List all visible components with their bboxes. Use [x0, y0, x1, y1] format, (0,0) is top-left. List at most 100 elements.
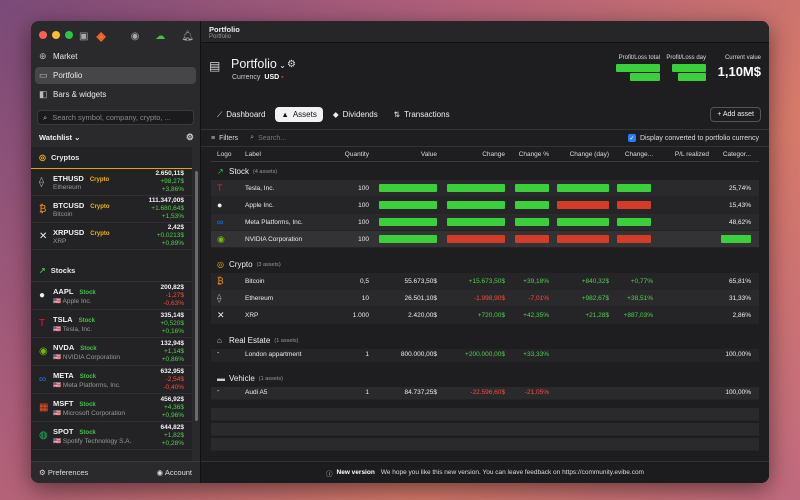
table-header: Logo Label Quantity Value Change Change … [211, 148, 759, 162]
info-icon: ⓘ [326, 470, 333, 478]
table-row[interactable]: ◉ NVIDIA Corporation 100 [211, 231, 759, 248]
col-logo[interactable]: Logo [217, 151, 232, 158]
col-pl-realized[interactable]: P/L realized [674, 151, 709, 158]
tab-dashboard[interactable]: ⟋ Dashboard [217, 109, 266, 120]
kpi-current-amount: 1,10M$ [717, 64, 761, 79]
watchlist-symbol: SPOT [53, 426, 74, 436]
watchlist-change: +98,27$ [160, 178, 184, 185]
watchlist-name: 🇺🇸︎ Spotify Technology S.A. [53, 437, 132, 445]
col-change-pct[interactable]: Change % [518, 151, 549, 158]
portfolio-selector[interactable]: Portfolio ⌄ [231, 57, 286, 71]
col-change-day[interactable]: Change (day) [569, 151, 609, 158]
preferences-button[interactable]: ⚙ Preferences [39, 468, 89, 477]
filters-button[interactable]: Filters [219, 134, 239, 142]
watchlist-type: Stock [79, 373, 97, 380]
nav-portfolio[interactable]: ▭ Portfolio [35, 67, 196, 84]
nav-market[interactable]: ⊕ Market [35, 48, 196, 65]
compass-icon: ⊕ [39, 51, 47, 61]
group-stock[interactable]: ↗ Stock (4 assets) [211, 163, 759, 180]
asset-change-day-pct: +887,03% [623, 312, 653, 319]
footer-title: New version [336, 469, 375, 476]
trend-icon: ↗ [39, 266, 46, 275]
nav-portfolio-label: Portfolio [53, 71, 83, 80]
col-label[interactable]: Label [245, 151, 261, 158]
group-vehicle[interactable]: ▬ Vehicle (1 assets) [211, 370, 759, 387]
watchlist-item[interactable]: ▦ MSFT Stock 🇺🇸︎ Microsoft Corporation 45… [31, 394, 192, 422]
asset-search-input[interactable]: Search... [258, 134, 287, 142]
kpi-current-label: Current value [724, 55, 761, 61]
watchlist-name: 🇺🇸︎ Apple Inc. [53, 297, 92, 305]
watchlist-item[interactable]: ● AAPL Stock 🇺🇸︎ Apple Inc. 200,82$ -1,27… [31, 282, 192, 310]
eye-icon[interactable]: ◉ [130, 30, 140, 42]
watchlist-item[interactable]: ◉ NVDA Stock 🇺🇸︎ NVIDIA Corporation 132,9… [31, 338, 192, 366]
watchlist-change-pct: +0,96% [161, 411, 184, 419]
footer-text[interactable]: We hope you like this new version. You c… [380, 469, 644, 476]
col-quantity[interactable]: Quantity [344, 151, 369, 158]
asset-change: +720,00$ [477, 312, 505, 319]
watchlist-change: +0,0213$ [156, 232, 184, 239]
asset-qty: 1.000 [352, 312, 369, 319]
tab-bar: ⟋ Dashboard ▲ Assets ◆ Dividends ⇅ Transacti… [211, 107, 456, 122]
minimize-window-button[interactable] [52, 31, 60, 39]
table-row[interactable]: ✕ XRP 1.000 2.420,00$ +720,00$ +42,35% +… [211, 307, 759, 324]
bell-icon[interactable]: 🔔︎ [181, 30, 194, 42]
close-window-button[interactable] [39, 31, 47, 39]
group-realestate[interactable]: ⌂ Real Estate (1 assets) [211, 332, 759, 349]
col-category[interactable]: Categor... [722, 151, 751, 158]
table-row[interactable]: ● Apple Inc. 100 15,43% [211, 197, 759, 214]
table-row[interactable]: - Audi A5 1 84.737,25$ -22.596,60$ -21,0… [211, 387, 759, 400]
group-label: Vehicle [229, 374, 255, 383]
tesla-icon: T [39, 318, 46, 329]
table-row[interactable]: - London appartment 1 800.000,00$ +200.0… [211, 349, 759, 362]
tab-transactions[interactable]: ⇅ Transactions [393, 110, 450, 119]
tab-assets[interactable]: ▲ Assets [275, 107, 323, 122]
watchlist-item[interactable]: ∞ META Stock 🇺🇸︎ Meta Platforms, Inc. 632… [31, 366, 192, 394]
nvidia-icon: ◉ [217, 234, 225, 244]
asset-qty: 1 [365, 389, 369, 396]
watchlist-section-stocks: ↗ Stocks [31, 260, 192, 282]
nav-bars-widgets[interactable]: ◧ Bars & widgets [35, 86, 196, 103]
asset-logo: - [217, 388, 220, 395]
watchlist-item[interactable]: T TSLA Stock 🇺🇸︎ Tesla, Inc. 335,14$ +0,5… [31, 310, 192, 338]
watchlist-price: 632,95$ [160, 367, 185, 375]
table-row[interactable]: T Tesla, Inc. 100 25,74% [211, 180, 759, 197]
table-row[interactable]: ∞ Meta Platforms, Inc. 100 48,62% [211, 214, 759, 231]
sidebar-search-input[interactable]: ⌕ Search symbol, company, crypto, ... [37, 110, 194, 125]
col-change-day-pct[interactable]: Change... [624, 151, 653, 158]
watchlist-dropdown[interactable]: Watchlist ⌄ [39, 133, 81, 142]
watchlist-gear-icon[interactable]: ⚙ [185, 132, 194, 142]
watchlist-scrollbar[interactable] [195, 171, 198, 421]
cloud-icon[interactable]: ☁ [155, 30, 166, 42]
account-button[interactable]: ◉ Account [156, 468, 192, 477]
watchlist-type: Stock [79, 401, 96, 408]
watchlist-section-label: Cryptos [50, 153, 80, 162]
asset-change-pct: +39,18% [523, 278, 549, 285]
col-change[interactable]: Change [482, 151, 505, 158]
add-asset-button[interactable]: + Add asset [710, 107, 761, 122]
col-value[interactable]: Value [420, 151, 437, 158]
watchlist-price: 2.650,11$ [155, 170, 184, 177]
watchlist-item[interactable]: ◍ SPOT Stock 🇺🇸︎ Spotify Technology S.A. … [31, 422, 192, 450]
convert-toggle[interactable]: ✓ Display converted to portfolio currenc… [627, 134, 759, 142]
watchlist-item[interactable]: ₿ BTCUSD Crypto Bitcoin 111.347,00$ +1.68… [31, 196, 192, 223]
watchlist-item[interactable]: ⟠ ETHUSD Crypto Ethereum 2.650,11$ +98,27… [31, 169, 192, 196]
asset-change-day: +840,32$ [581, 278, 609, 285]
asset-category: 65,81% [728, 278, 751, 285]
table-row[interactable]: ₿ Bitcoin 0,5 55.673,50$ +15.673,50$ +39… [211, 273, 759, 290]
zoom-window-button[interactable] [65, 31, 73, 39]
watchlist-price: 2,42$ [167, 224, 184, 231]
group-crypto[interactable]: ◎ Crypto (3 assets) [211, 256, 759, 273]
tab-dividends[interactable]: ◆ Dividends [332, 110, 378, 119]
watchlist-name: 🇺🇸︎ NVIDIA Corporation [53, 353, 120, 361]
watchlist-item[interactable]: ✕ XRPUSD Crypto XRP 2,42$ +0,0213$ +0,89% [31, 223, 192, 250]
kpi-pl-total: Profit/Loss total [600, 55, 660, 81]
group-count: (1 assets) [258, 375, 283, 382]
watchlist-change: -2,54$ [165, 375, 184, 383]
meta-icon: ∞ [39, 374, 47, 385]
convert-checkbox[interactable]: ✓ [627, 134, 636, 142]
watchlist-change: +1,14$ [163, 347, 184, 355]
portfolio-gear-icon[interactable]: ⚙ [287, 59, 296, 70]
sidebar-toggle-icon[interactable]: ▣ [79, 30, 89, 42]
watchlist-change-pct: -0,63% [163, 299, 184, 307]
table-row[interactable]: ⟠ Ethereum 10 26.501,10$ -1.998,90$ -7,0… [211, 290, 759, 307]
